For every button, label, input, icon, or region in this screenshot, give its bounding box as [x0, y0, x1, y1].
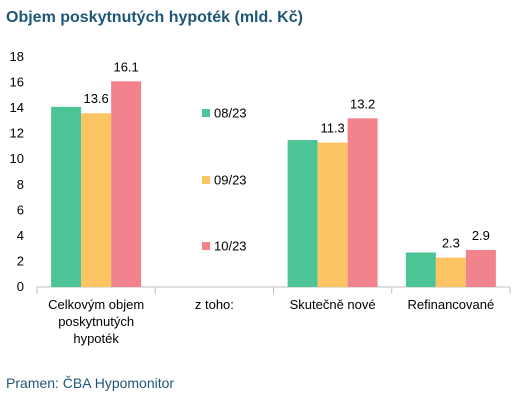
bar — [287, 140, 318, 287]
data-label: 2.3 — [442, 236, 460, 251]
y-tick-label: 14 — [10, 100, 24, 115]
x-category-label: Refinancované — [408, 297, 495, 312]
y-tick-label: 16 — [10, 75, 24, 90]
bar — [405, 252, 436, 287]
data-label: 13.2 — [350, 96, 375, 111]
legend-swatch — [202, 109, 210, 117]
x-category-label: poskytnutých — [58, 314, 134, 329]
bar — [317, 142, 348, 287]
chart-source: Pramen: ČBA Hypomonitor — [6, 375, 175, 391]
y-tick-label: 2 — [17, 253, 24, 268]
x-category-label: hypoték — [73, 331, 119, 346]
y-tick-label: 4 — [17, 228, 24, 243]
y-tick-label: 12 — [10, 126, 24, 141]
y-tick-label: 6 — [17, 202, 24, 217]
chart-title: Objem poskytnutých hypoték (mld. Kč) — [6, 9, 303, 26]
legend-label: 10/23 — [214, 239, 247, 254]
bar — [435, 257, 466, 287]
bar — [51, 106, 82, 287]
bar-chart: 0 2 4 6 8 10 12 14 16 18 13.6 11.3 2.3 16.1 13.2 2.9 Cel… — [10, 49, 511, 346]
bar — [347, 118, 378, 287]
legend-label: 09/23 — [214, 173, 247, 188]
legend-label: 08/23 — [214, 106, 247, 121]
x-category-label: Celkovým objem — [48, 297, 144, 312]
bar — [465, 249, 496, 287]
legend-swatch — [202, 176, 210, 184]
data-label: 2.9 — [472, 228, 490, 243]
data-label: 13.6 — [83, 91, 108, 106]
y-tick-label: 10 — [10, 151, 24, 166]
y-tick-label: 0 — [17, 279, 24, 294]
y-tick-label: 18 — [10, 49, 24, 64]
y-tick-label: 8 — [17, 177, 24, 192]
x-category-label: z toho: — [195, 297, 234, 312]
bar — [111, 81, 142, 288]
data-label: 11.3 — [320, 121, 344, 136]
data-label: 16.1 — [113, 59, 138, 74]
bar — [81, 113, 112, 287]
x-category-label: Skutečně nové — [290, 297, 376, 312]
legend-swatch — [202, 242, 210, 250]
